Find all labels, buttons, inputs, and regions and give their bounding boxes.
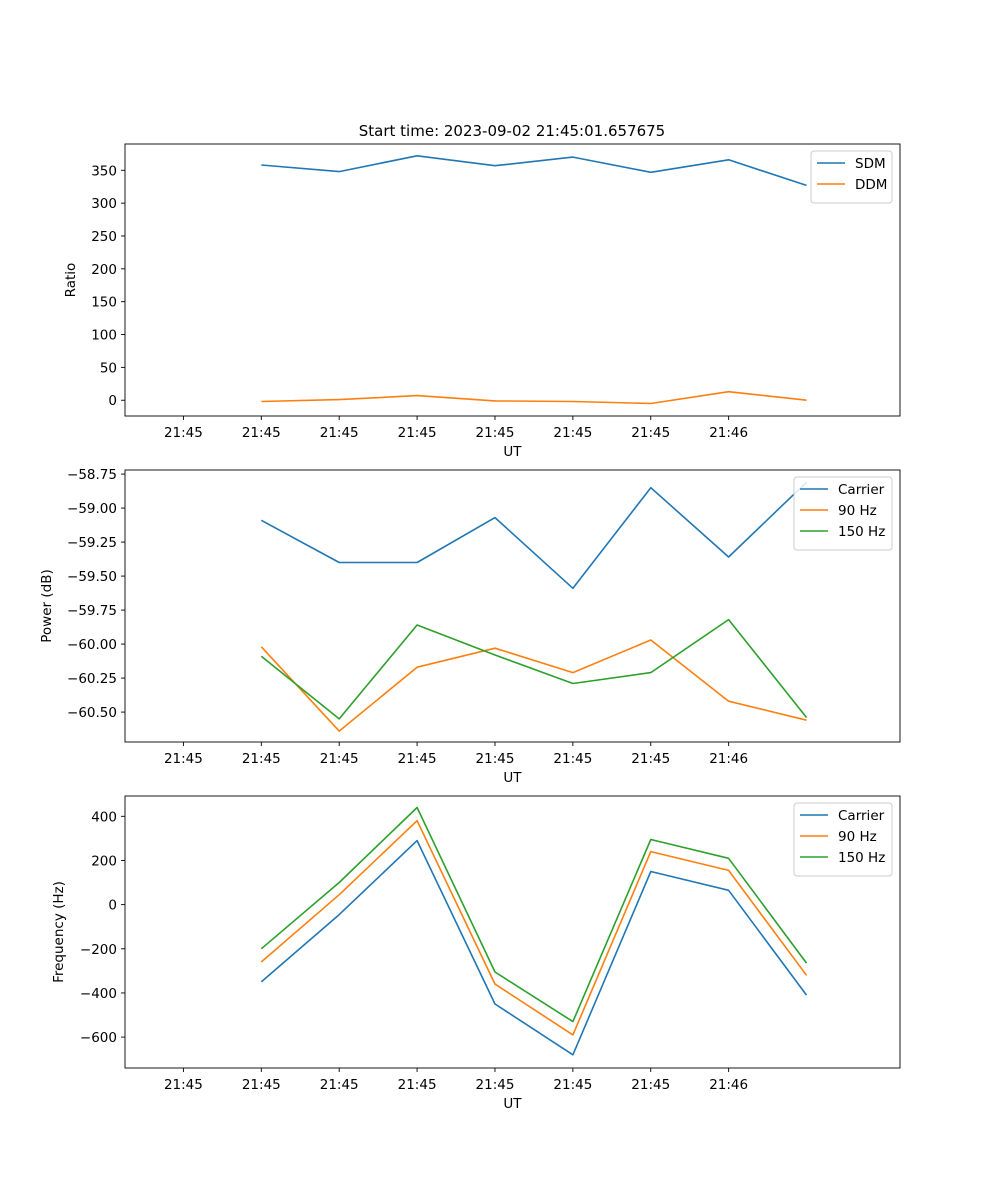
y-tick-label: −400	[80, 986, 117, 1002]
legend: SDM DDM	[810, 150, 893, 204]
x-tick-label: 21:45	[631, 425, 670, 441]
panel-1: 21:45 21:45 21:45 21:45 21:45 21:45 21:45 21:46…	[63, 143, 901, 460]
legend-entry: 90 Hz	[838, 503, 877, 519]
y-tick-label: 250	[91, 229, 117, 245]
x-tick-label: 21:45	[398, 425, 437, 441]
panel-3: 21:45 21:45 21:45 21:45 21:45 21:45 21:45 21:46…	[51, 795, 901, 1112]
series-line-sdm	[261, 155, 807, 187]
panels: 21:45 21:45 21:45 21:45 21:45 21:45 21:45 21:46…	[39, 143, 901, 1112]
y-tick-label: −60.25	[67, 671, 117, 687]
series-line-150-hz	[260, 806, 808, 1023]
y-axis-label: Power (dB)	[39, 569, 55, 642]
y-tick-label: 50	[100, 360, 117, 376]
y-tick-label: −59.25	[67, 535, 117, 551]
legend-entry: 150 Hz	[838, 850, 885, 866]
series-line-carrier	[260, 839, 808, 1056]
legend-entry: Carrier	[838, 808, 885, 824]
x-axis-label: UT	[503, 444, 522, 460]
series-line-carrier	[260, 481, 808, 590]
y-tick-label: −59.00	[67, 501, 117, 517]
y-tick-label: 0	[108, 393, 117, 409]
figure-title: Start time: 2023-09-02 21:45:01.657675	[359, 122, 665, 140]
y-tick-label: 100	[91, 328, 117, 344]
legend-entry: 150 Hz	[838, 524, 885, 540]
x-tick-label: 21:46	[709, 425, 748, 441]
series-line-150-hz	[260, 618, 808, 720]
y-axis-label: Frequency (Hz)	[51, 881, 67, 983]
x-tick-label: 21:46	[709, 751, 748, 767]
legend-entry: SDM	[855, 156, 886, 172]
x-tick-label: 21:45	[242, 751, 281, 767]
legend-entry: 90 Hz	[838, 829, 877, 845]
y-tick-label: −200	[80, 942, 117, 958]
x-tick-label: 21:45	[631, 1077, 670, 1093]
y-tick-label: 350	[91, 163, 117, 179]
x-tick-label: 21:45	[320, 751, 359, 767]
x-tick-label: 21:45	[242, 1077, 281, 1093]
y-tick-label: −59.50	[67, 569, 117, 585]
x-tick-label: 21:45	[164, 1077, 203, 1093]
series-line-90-hz	[260, 819, 808, 1036]
x-tick-label: 21:45	[476, 751, 515, 767]
x-tick-label: 21:45	[553, 425, 592, 441]
axes-frame	[124, 795, 901, 1069]
y-tick-label: −60.50	[67, 705, 117, 721]
y-tick-label: 400	[91, 809, 117, 825]
x-axis-label: UT	[503, 770, 522, 786]
x-tick-label: 21:45	[164, 751, 203, 767]
legend-entry: Carrier	[838, 482, 885, 498]
y-tick-label: 200	[91, 262, 117, 278]
y-tick-label: 0	[108, 898, 117, 914]
x-tick-label: 21:45	[476, 425, 515, 441]
x-tick-label: 21:45	[553, 751, 592, 767]
y-axis-label: Ratio	[63, 263, 79, 298]
x-tick-label: 21:45	[631, 751, 670, 767]
y-tick-label: −60.00	[67, 637, 117, 653]
series-line-90-hz	[260, 639, 807, 732]
x-tick-label: 21:45	[476, 1077, 515, 1093]
y-tick-label: −59.75	[67, 603, 117, 619]
y-tick-label: −600	[80, 1030, 117, 1046]
x-tick-label: 21:45	[553, 1077, 592, 1093]
x-tick-label: 21:45	[320, 425, 359, 441]
x-tick-label: 21:45	[242, 425, 281, 441]
panel-2: 21:45 21:45 21:45 21:45 21:45 21:45 21:45 21:46…	[39, 467, 901, 786]
x-tick-label: 21:45	[320, 1077, 359, 1093]
x-tick-label: 21:46	[709, 1077, 748, 1093]
legend-entry: DDM	[855, 177, 887, 193]
x-axis-label: UT	[503, 1096, 522, 1112]
x-tick-label: 21:45	[398, 751, 437, 767]
axes-frame	[124, 469, 901, 743]
legend-box	[810, 150, 893, 204]
x-tick-label: 21:45	[164, 425, 203, 441]
x-tick-label: 21:45	[398, 1077, 437, 1093]
y-tick-label: 150	[91, 295, 117, 311]
legend: Carrier 90 Hz 150 Hz	[793, 476, 893, 551]
y-tick-label: −58.75	[67, 467, 117, 483]
y-tick-label: 200	[91, 853, 117, 869]
axes-frame	[124, 143, 901, 417]
legend: Carrier 90 Hz 150 Hz	[793, 802, 893, 877]
y-tick-label: 300	[91, 196, 117, 212]
series-line-ddm	[261, 390, 807, 405]
